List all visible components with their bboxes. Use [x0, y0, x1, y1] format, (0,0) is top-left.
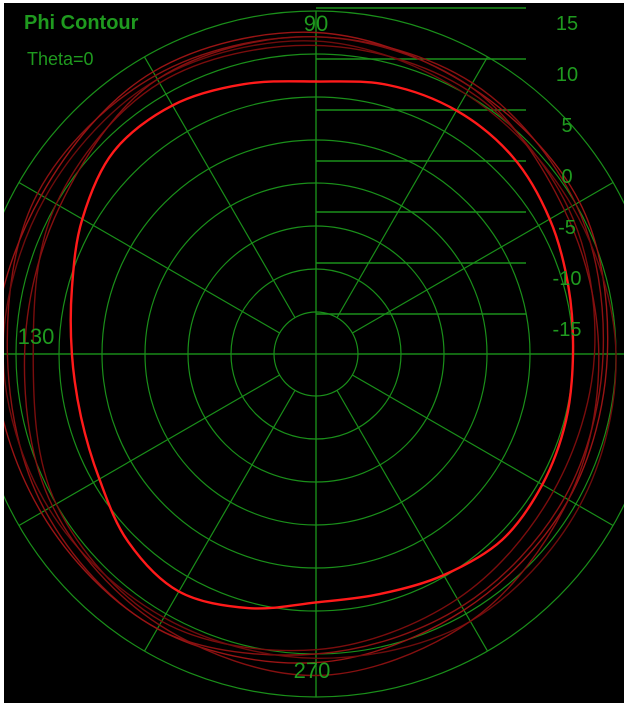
radial-tick-marks — [316, 7, 526, 315]
grid-spoke — [336, 390, 489, 652]
radial-tick-label: 10 — [556, 64, 578, 86]
grid-spoke — [18, 374, 280, 527]
angle-label-130: 130 — [18, 324, 55, 349]
series-layer — [4, 31, 617, 677]
radial-tick-label: 15 — [556, 13, 578, 35]
grid-spoke — [336, 56, 489, 318]
series-line — [32, 44, 596, 652]
chart-title: Phi Contour — [24, 12, 139, 34]
series-line — [23, 36, 600, 677]
radial-tick-label: 5 — [561, 115, 572, 137]
polar-grid — [4, 10, 624, 698]
radial-tick-label: 0 — [561, 166, 572, 188]
angle-label-270: 270 — [294, 658, 331, 683]
chart-frame: Phi Contour Theta=0 90 130 270 15 10 5 0… — [4, 3, 624, 703]
grid-spoke — [143, 56, 296, 318]
series-line — [4, 40, 617, 660]
series-line-highlight — [69, 80, 575, 610]
radial-tick-label: -5 — [558, 217, 576, 239]
grid-spoke — [18, 181, 280, 334]
series-line — [6, 36, 605, 656]
polar-chart: Phi Contour Theta=0 90 130 270 15 10 5 0… — [4, 7, 624, 698]
radial-tick-label: -15 — [553, 319, 582, 341]
chart-subtitle: Theta=0 — [27, 49, 94, 69]
radial-tick-label: -10 — [553, 268, 582, 290]
grid-spoke — [143, 390, 296, 652]
grid-spoke — [352, 181, 614, 334]
grid-spoke — [352, 374, 614, 527]
angle-label-90: 90 — [304, 11, 328, 36]
